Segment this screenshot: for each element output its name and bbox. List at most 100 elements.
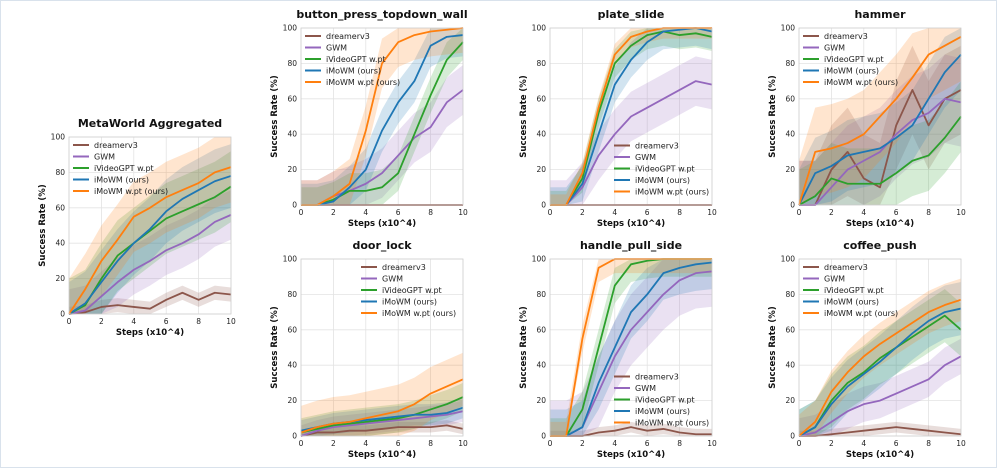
y-tick-label: 100 xyxy=(781,255,796,264)
legend-label-dreamerv3: dreamerv3 xyxy=(382,263,426,272)
y-tick-label: 0 xyxy=(292,201,297,210)
plot-area xyxy=(69,137,231,314)
legend-label-dreamerv3: dreamerv3 xyxy=(94,141,138,150)
y-tick-label: 60 xyxy=(785,325,795,334)
band-ivideogpt-w-pt xyxy=(301,28,463,205)
x-tick-label: 2 xyxy=(580,439,585,448)
x-tick-label: 2 xyxy=(829,439,834,448)
chart-title: coffee_push xyxy=(843,239,917,252)
y-tick-label: 40 xyxy=(287,130,297,139)
x-axis-label: Steps (x10^4) xyxy=(597,219,665,229)
band-ivideogpt-w-pt xyxy=(550,259,712,436)
x-tick-label: 10 xyxy=(956,439,966,448)
y-tick-label: 60 xyxy=(536,325,546,334)
legend-label-dreamerv3: dreamerv3 xyxy=(824,263,868,272)
x-axis-label: Steps (x10^4) xyxy=(597,450,665,460)
y-tick-label: 0 xyxy=(60,310,65,319)
line-gwm xyxy=(799,97,962,206)
legend-label-ivideogpt-w-pt: iVideoGPT w.pt xyxy=(382,286,442,295)
line-ivideogpt-w-pt xyxy=(300,396,464,434)
y-tick-label: 0 xyxy=(541,201,546,210)
x-tick-label: 4 xyxy=(363,439,368,448)
x-axis-label: Steps (x10^4) xyxy=(348,450,416,460)
y-tick-label: 20 xyxy=(536,165,546,174)
line-imowm-w-pt-ours xyxy=(300,378,464,434)
chart-title: MetaWorld Aggregated xyxy=(78,117,222,130)
x-tick-label: 2 xyxy=(580,208,585,217)
plot-frame xyxy=(798,258,962,437)
legend-label-gwm: GWM xyxy=(635,153,656,162)
chart-title: plate_slide xyxy=(598,8,665,21)
legend: dreamerv3 GWM iVideoGPT w.pt iMoWM (ours) iM… xyxy=(305,32,400,87)
legend-label-imowm-w-pt-ours: iMoWM w.pt (ours) xyxy=(326,78,400,87)
x-tick-label: 8 xyxy=(926,439,931,448)
band-gwm xyxy=(799,338,961,436)
x-tick-label: 10 xyxy=(458,208,468,217)
line-imowm-w-pt-ours xyxy=(798,298,962,437)
y-axis-label: Success Rate (%) xyxy=(519,75,529,158)
plot-frame xyxy=(549,258,713,437)
y-tick-label: 100 xyxy=(283,24,298,33)
x-tick-label: 6 xyxy=(396,439,401,448)
x-tick-label: 10 xyxy=(956,208,966,217)
x-axis-label: Steps (x10^4) xyxy=(846,450,914,460)
x-tick-label: 2 xyxy=(331,439,336,448)
x-tick-label: 0 xyxy=(797,208,802,217)
line-imowm-w-pt-ours xyxy=(798,36,962,206)
legend: dreamerv3 GWM iVideoGPT w.pt iMoWM (ours) iM… xyxy=(614,142,709,197)
legend-label-imowm-ours: iMoWM (ours) xyxy=(635,176,690,185)
x-tick-label: 4 xyxy=(861,439,866,448)
plot-frame xyxy=(300,27,464,206)
band-dreamerv3 xyxy=(550,421,712,436)
legend-label-dreamerv3: dreamerv3 xyxy=(635,373,679,382)
x-axis-label: Steps (x10^4) xyxy=(116,328,184,338)
band-gwm xyxy=(301,65,463,205)
x-tick-label: 6 xyxy=(645,439,650,448)
y-axis-label: Success Rate (%) xyxy=(768,75,778,158)
x-tick-label: 2 xyxy=(331,208,336,217)
y-tick-label: 40 xyxy=(536,361,546,370)
x-tick-label: 8 xyxy=(428,439,433,448)
y-axis-label: Success Rate (%) xyxy=(270,306,280,389)
line-imowm-ours xyxy=(798,53,962,206)
y-tick-label: 60 xyxy=(785,94,795,103)
legend-label-ivideogpt-w-pt: iVideoGPT w.pt xyxy=(824,55,884,64)
y-tick-label: 40 xyxy=(287,361,297,370)
line-gwm xyxy=(550,80,713,206)
legend: dreamerv3 GWM iVideoGPT w.pt iMoWM (ours) iM… xyxy=(803,263,898,318)
x-axis-label: Steps (x10^4) xyxy=(846,219,914,229)
x-tick-label: 0 xyxy=(548,439,553,448)
legend-label-imowm-ours: iMoWM (ours) xyxy=(326,67,381,76)
line-dreamerv3 xyxy=(799,89,962,206)
legend: dreamerv3 GWM iVideoGPT w.pt iMoWM (ours) iM… xyxy=(73,141,168,196)
y-tick-label: 20 xyxy=(287,396,297,405)
y-tick-label: 0 xyxy=(292,432,297,441)
y-tick-label: 40 xyxy=(785,361,795,370)
x-tick-label: 8 xyxy=(926,208,931,217)
legend-label-gwm: GWM xyxy=(824,275,845,284)
legend-label-gwm: GWM xyxy=(635,384,656,393)
band-gwm xyxy=(799,54,961,205)
chart-handle-pull-side: 0 2 4 6 8 10020406080100handle_pull_sideSteps… xyxy=(519,239,717,460)
legend-label-dreamerv3: dreamerv3 xyxy=(326,32,370,41)
y-tick-label: 80 xyxy=(785,290,795,299)
x-tick-label: 0 xyxy=(548,208,553,217)
plot-frame xyxy=(300,258,464,437)
x-tick-label: 0 xyxy=(797,439,802,448)
legend-label-imowm-w-pt-ours: iMoWM w.pt (ours) xyxy=(94,187,168,196)
y-axis-label: Success Rate (%) xyxy=(270,75,280,158)
line-ivideogpt-w-pt xyxy=(798,314,962,437)
x-tick-label: 4 xyxy=(131,317,136,326)
band-imowm-ours xyxy=(550,259,712,436)
x-tick-label: 10 xyxy=(707,208,717,217)
x-tick-label: 0 xyxy=(299,439,304,448)
y-tick-label: 80 xyxy=(536,59,546,68)
y-tick-label: 60 xyxy=(287,94,297,103)
plot-frame xyxy=(798,27,962,206)
x-tick-label: 6 xyxy=(645,208,650,217)
x-tick-label: 4 xyxy=(363,208,368,217)
legend-label-imowm-w-pt-ours: iMoWM w.pt (ours) xyxy=(635,188,709,197)
line-gwm xyxy=(68,214,232,315)
